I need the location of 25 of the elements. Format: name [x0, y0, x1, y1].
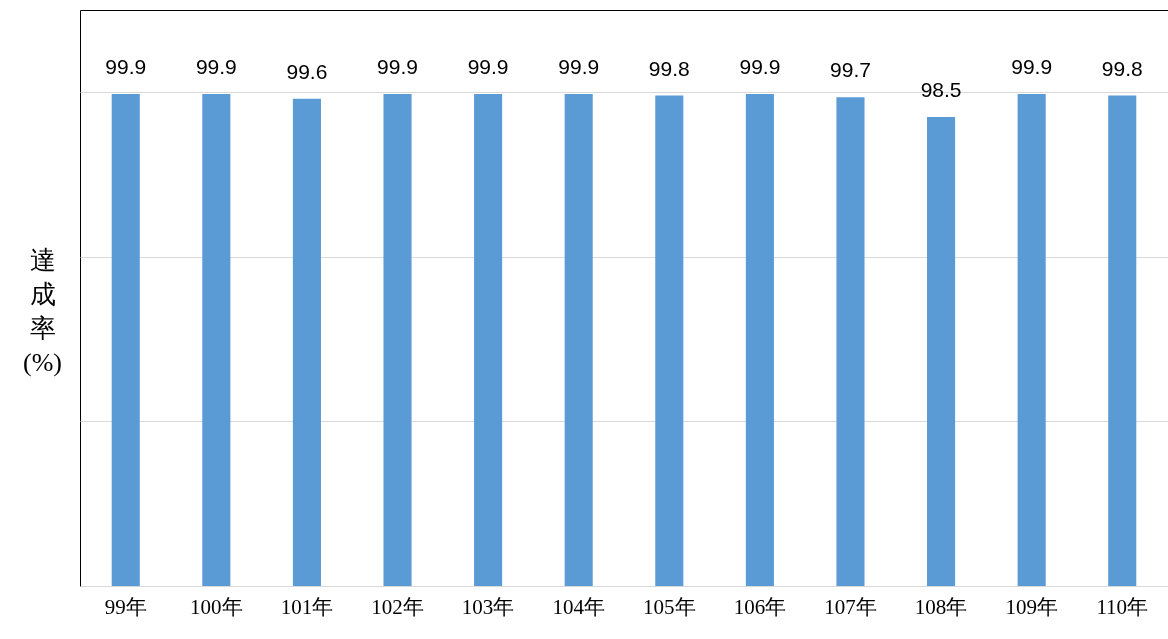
data-label: 99.7 [830, 58, 871, 82]
x-tick-label: 102年 [371, 594, 424, 619]
x-tick-label: 105年 [643, 594, 696, 619]
data-label: 99.6 [286, 59, 328, 83]
x-tick-label: 106年 [733, 594, 787, 619]
data-label: 99.9 [377, 54, 418, 78]
data-label: 99.9 [739, 54, 781, 78]
data-label: 99.8 [1101, 56, 1143, 80]
x-tick-label: 110年 [1096, 594, 1149, 619]
data-label: 99.8 [648, 56, 690, 80]
data-label: 99.9 [195, 54, 237, 78]
data-label: 99.9 [467, 54, 509, 78]
y-axis-title: 達成率(%) [23, 245, 62, 377]
x-tick-label: 100年 [190, 594, 243, 619]
x-tick-label: 107年 [824, 594, 877, 619]
data-label: 98.5 [920, 77, 962, 101]
x-tick-label: 104年 [552, 594, 605, 619]
x-tick-label: 103年 [461, 594, 515, 619]
x-tick-label: 101年 [280, 594, 334, 619]
data-label: 99.9 [1011, 54, 1053, 78]
data-label: 99.9 [105, 54, 147, 78]
x-tick-label: 99年 [104, 594, 147, 619]
x-tick-label: 109年 [1005, 594, 1058, 619]
data-label: 99.9 [558, 54, 600, 78]
x-tick-label: 108年 [914, 594, 968, 619]
